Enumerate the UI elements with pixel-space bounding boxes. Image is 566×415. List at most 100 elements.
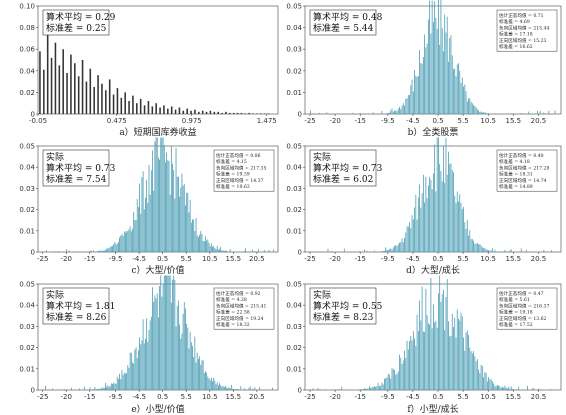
histogram-bar [361,389,363,390]
histogram-bar [384,378,385,390]
histogram-bar [474,356,476,390]
histogram-bar [138,350,139,390]
histogram-bar [463,86,464,114]
stats-line: 算术平均 = 1.81 [46,300,115,312]
histogram-bar [382,250,384,252]
histogram-bar [189,199,191,252]
histogram-bar [360,113,362,114]
histogram-bar [507,388,508,390]
histogram-bar [489,379,491,390]
histogram-bar [331,251,333,252]
histogram-bar [113,243,115,252]
histogram-bar [159,286,160,390]
histogram-bar [459,70,461,114]
histogram-bar [134,349,136,390]
histogram-bar [58,65,61,114]
x-tick-label: -4.5 [132,393,146,401]
histogram-bar [470,101,472,114]
x-tick-label: 0.5 [157,255,168,263]
x-tick-label: 20.5 [531,393,547,401]
histogram-bar [223,250,225,252]
histogram-bar [341,386,343,390]
y-tick-label: 0 [298,387,302,395]
histogram-bar [412,219,414,252]
chart-svg-f: 0 0.01 0.02 0.03 0.04 0.05 -25 -20 -15 -9.5 -4.5 0.… [286,275,562,415]
histogram-bar [89,387,91,390]
histogram-bar [386,377,388,390]
histogram-bar [196,352,198,390]
estimate-line: 标准差 = 19.39 [216,171,250,178]
stats-line: 标准差 = 0.25 [46,22,107,34]
histogram-bar [132,228,133,252]
histogram-bar [240,112,243,114]
histogram-bar [449,38,451,114]
histogram-bar [133,211,135,252]
histogram-bar [95,389,97,390]
histogram-bar [128,229,130,252]
histogram-bar [497,385,498,390]
histogram-bar [486,381,488,390]
histogram-bar [310,110,311,114]
histogram-bar [441,28,443,115]
stats-line: 标准差 = 8.26 [46,311,107,323]
estimate-box [496,287,558,330]
chart-panel-c: 0 0.01 0.02 0.03 0.04 0.05 -25 -20 -15 -9.5 -4.5 0.… [0,137,283,276]
histogram-bar [58,251,59,252]
histogram-bar [490,250,492,252]
histogram-bar [122,375,124,390]
histogram-bar [389,374,390,390]
histogram-bar [312,388,314,390]
histogram-bar [415,345,417,390]
histogram-bar [256,113,258,114]
histogram-bar [152,287,153,390]
histogram-bar [485,248,487,252]
histogram-bar [134,219,136,252]
y-tick-label: 0.02 [286,344,302,352]
histogram-bar [172,163,173,252]
histogram-bar [168,275,170,390]
histogram-bar [227,388,229,390]
histogram-bar [179,324,180,390]
estimate-line: 估计正态均值 = 0.86 [216,152,261,159]
histogram-bar [209,379,211,390]
histogram-bar [464,84,466,114]
histogram-bar [404,237,405,252]
histogram-bar [97,75,99,114]
x-tick-label: 0.475 [107,117,127,125]
stats-line: 算术平均 = 0.73 [313,162,383,174]
histogram-bar [145,338,146,390]
histogram-bar [162,284,164,390]
histogram-bar [263,249,265,252]
histogram-bar [169,194,171,252]
histogram-bar [440,171,442,252]
y-tick-label: 0.05 [19,143,35,151]
histogram-bar [471,103,473,114]
histogram-bar [70,54,72,114]
histogram-bar [138,206,139,252]
histogram-bar [150,316,152,390]
y-tick-label: 0.05 [286,281,302,289]
histogram-bar [407,349,409,390]
histogram-bar [387,112,389,114]
histogram-bar [217,111,219,114]
histogram-bar [174,198,176,252]
histogram-bar [454,68,456,114]
histogram-bar [479,244,481,252]
histogram-bar [245,248,246,252]
histogram-bar [198,237,199,252]
histogram-bar [45,385,46,390]
histogram-bar [502,386,503,390]
stats-line: 算术平均 = 0.55 [313,300,383,312]
histogram-bar [68,250,70,252]
histogram-bar [489,250,491,252]
histogram-bar [455,76,457,114]
histogram-bar [415,195,417,252]
histogram-bar [460,202,462,252]
estimate-line: 标准差 = 17.18 [499,31,533,38]
estimate-line: 负向区域均值 = 215.44 [499,24,549,31]
histogram-bar [235,389,237,390]
histogram-bar [240,386,242,390]
histogram-bar [478,244,479,252]
histogram-bar [120,97,123,114]
histogram-bar [192,219,193,252]
